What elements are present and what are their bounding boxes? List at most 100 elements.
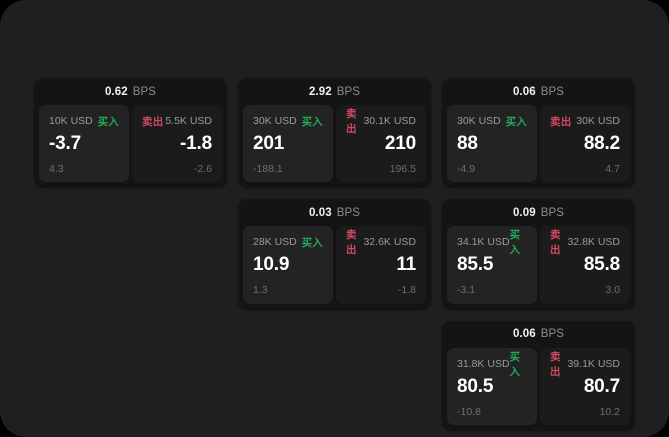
price-delta-buy: 1.3 [253,284,268,297]
side-tag-buy: 买入 [509,350,521,378]
order-size-sell: 30K USD [576,115,620,127]
price-value-buy: 10.9 [253,254,290,276]
quote-panel-sell[interactable]: 卖出 30.1K USD 210 196.5 [336,105,426,183]
price-delta-buy: -4.9 [457,162,476,175]
bps-value: 0.06 [512,85,536,98]
order-size-sell: 32.6K USD [363,236,416,249]
panel-header-buy: 30K USD 买入 [457,114,527,128]
order-size-buy: 30K USD [253,115,297,127]
card-panels: 34.1K USD 买入 85.5 -3.1 卖出 32.8K USD 85.8 3.0 [442,226,635,308]
panel-header-buy: 28K USD 买入 [253,235,323,249]
order-size-buy: 34.1K USD [457,236,510,249]
quote-panel-sell[interactable]: 卖出 30K USD 88.2 4.7 [540,105,630,183]
price-value-sell: 80.7 [583,375,620,397]
side-tag-sell: 卖出 [550,115,572,128]
panel-header-buy: 30K USD 买入 [253,114,323,128]
price-delta-sell: 10.2 [599,405,620,418]
quote-card[interactable]: 0.03 BPS 28K USD 买入 10.9 1.3 卖出 32.6K USD 11 -1.8 [238,199,431,309]
quote-card[interactable]: 2.92 BPS 30K USD 买入 201 -188.1 卖出 30.1K USD 210 1… [238,78,431,188]
side-tag-sell: 卖出 [550,350,561,378]
panel-header-buy: 10K USD 买入 [49,114,119,128]
bps-value: 0.09 [512,206,536,219]
bps-value: 2.92 [308,85,332,98]
order-size-sell: 32.8K USD [567,236,620,249]
card-panels: 10K USD 买入 -3.7 4.3 卖出 5.5K USD -1.8 -2.6 [34,105,227,187]
price-value-sell: -1.8 [180,133,212,154]
price-delta-sell: -2.6 [193,162,212,175]
card-bps-header: 0.62 BPS [34,78,227,105]
side-tag-buy: 买入 [97,115,119,128]
price-delta-buy: -3.1 [457,284,476,297]
side-tag-buy: 买入 [509,229,521,257]
column-left: 0.62 BPS 10K USD 买入 -3.7 4.3 卖出 5.5K USD -1.8 -2.… [34,78,227,188]
order-size-sell: 30.1K USD [363,115,416,127]
quote-panel-sell[interactable]: 卖出 5.5K USD -1.8 -2.6 [132,105,222,183]
price-delta-buy: -10.8 [457,405,481,418]
order-size-sell: 39.1K USD [567,357,620,370]
bps-unit-label: BPS [540,206,565,219]
price-value-buy: 85.5 [457,254,494,276]
quote-panel-sell[interactable]: 卖出 32.6K USD 11 -1.8 [336,226,426,304]
panel-header-sell: 卖出 32.6K USD [346,229,416,256]
side-tag-buy: 买入 [301,236,323,249]
side-tag-sell: 卖出 [346,229,357,257]
panel-header-sell: 卖出 30.1K USD [346,108,416,135]
quote-panel-sell[interactable]: 卖出 39.1K USD 80.7 10.2 [540,347,630,426]
order-size-buy: 30K USD [457,115,501,127]
bps-value: 0.06 [512,328,536,341]
price-value-buy: 80.5 [457,375,494,397]
price-delta-sell: -1.8 [397,284,416,297]
side-tag-sell: 卖出 [346,108,357,135]
price-value-buy: 88 [457,133,478,154]
order-size-buy: 28K USD [253,236,297,249]
order-size-buy: 31.8K USD [457,357,510,370]
bps-unit-label: BPS [540,328,565,341]
column-middle: 2.92 BPS 30K USD 买入 201 -188.1 卖出 30.1K USD 210 1… [238,78,431,309]
price-value-sell: 11 [396,254,416,276]
panel-header-sell: 卖出 5.5K USD [142,114,212,128]
side-tag-buy: 买入 [505,115,527,128]
quote-card[interactable]: 0.62 BPS 10K USD 买入 -3.7 4.3 卖出 5.5K USD -1.8 -2.… [34,78,227,188]
quote-panel-buy[interactable]: 10K USD 买入 -3.7 4.3 [39,105,129,183]
quote-panel-sell[interactable]: 卖出 32.8K USD 85.8 3.0 [540,226,630,304]
price-delta-sell: 3.0 [605,284,620,297]
price-delta-sell: 4.7 [605,162,620,175]
card-panels: 28K USD 买入 10.9 1.3 卖出 32.6K USD 11 -1.8 [238,226,431,308]
card-panels: 31.8K USD 买入 80.5 -10.8 卖出 39.1K USD 80.7 10.2 [442,347,635,430]
panel-header-buy: 34.1K USD 买入 [457,229,527,256]
card-bps-header: 0.06 BPS [442,78,635,105]
quote-panel-buy[interactable]: 30K USD 买入 201 -188.1 [243,105,333,183]
order-size-buy: 10K USD [49,115,93,127]
price-value-buy: -3.7 [49,133,81,154]
price-delta-buy: -188.1 [253,162,283,175]
bps-value: 0.03 [308,206,332,219]
card-bps-header: 0.06 BPS [442,321,635,348]
price-value-sell: 85.8 [583,254,620,276]
quote-panel-buy[interactable]: 34.1K USD 买入 85.5 -3.1 [447,226,537,304]
price-delta-buy: 4.3 [49,162,64,175]
quote-card[interactable]: 0.06 BPS 30K USD 买入 88 -4.9 卖出 30K USD 88.2 4.7 [442,78,635,188]
card-panels: 30K USD 买入 201 -188.1 卖出 30.1K USD 210 196.5 [238,105,431,187]
panel-header-sell: 卖出 30K USD [550,114,620,128]
card-bps-header: 2.92 BPS [238,78,431,105]
side-tag-sell: 卖出 [550,229,561,257]
quote-panel-buy[interactable]: 31.8K USD 买入 80.5 -10.8 [447,347,537,426]
quote-panel-buy[interactable]: 30K USD 买入 88 -4.9 [447,105,537,183]
price-value-sell: 210 [384,133,416,154]
quote-card[interactable]: 0.09 BPS 34.1K USD 买入 85.5 -3.1 卖出 32.8K USD 85.… [442,199,635,309]
bps-unit-label: BPS [540,85,565,98]
bps-unit-label: BPS [336,206,361,219]
quote-panel-buy[interactable]: 28K USD 买入 10.9 1.3 [243,226,333,304]
card-bps-header: 0.03 BPS [238,199,431,226]
quote-card[interactable]: 0.06 BPS 31.8K USD 买入 80.5 -10.8 卖出 39.1K USD 80… [442,320,635,431]
card-bps-header: 0.09 BPS [442,199,635,226]
panel-header-sell: 卖出 39.1K USD [550,351,620,378]
column-right: 0.06 BPS 30K USD 买入 88 -4.9 卖出 30K USD 88.2 4.7 0.… [442,78,635,431]
bps-unit-label: BPS [336,85,361,98]
quote-board: 0.62 BPS 10K USD 买入 -3.7 4.3 卖出 5.5K USD -1.8 -2.… [34,78,636,431]
bps-unit-label: BPS [132,85,157,98]
card-panels: 30K USD 买入 88 -4.9 卖出 30K USD 88.2 4.7 [442,105,635,187]
price-delta-sell: 196.5 [389,162,416,175]
panel-header-sell: 卖出 32.8K USD [550,229,620,256]
